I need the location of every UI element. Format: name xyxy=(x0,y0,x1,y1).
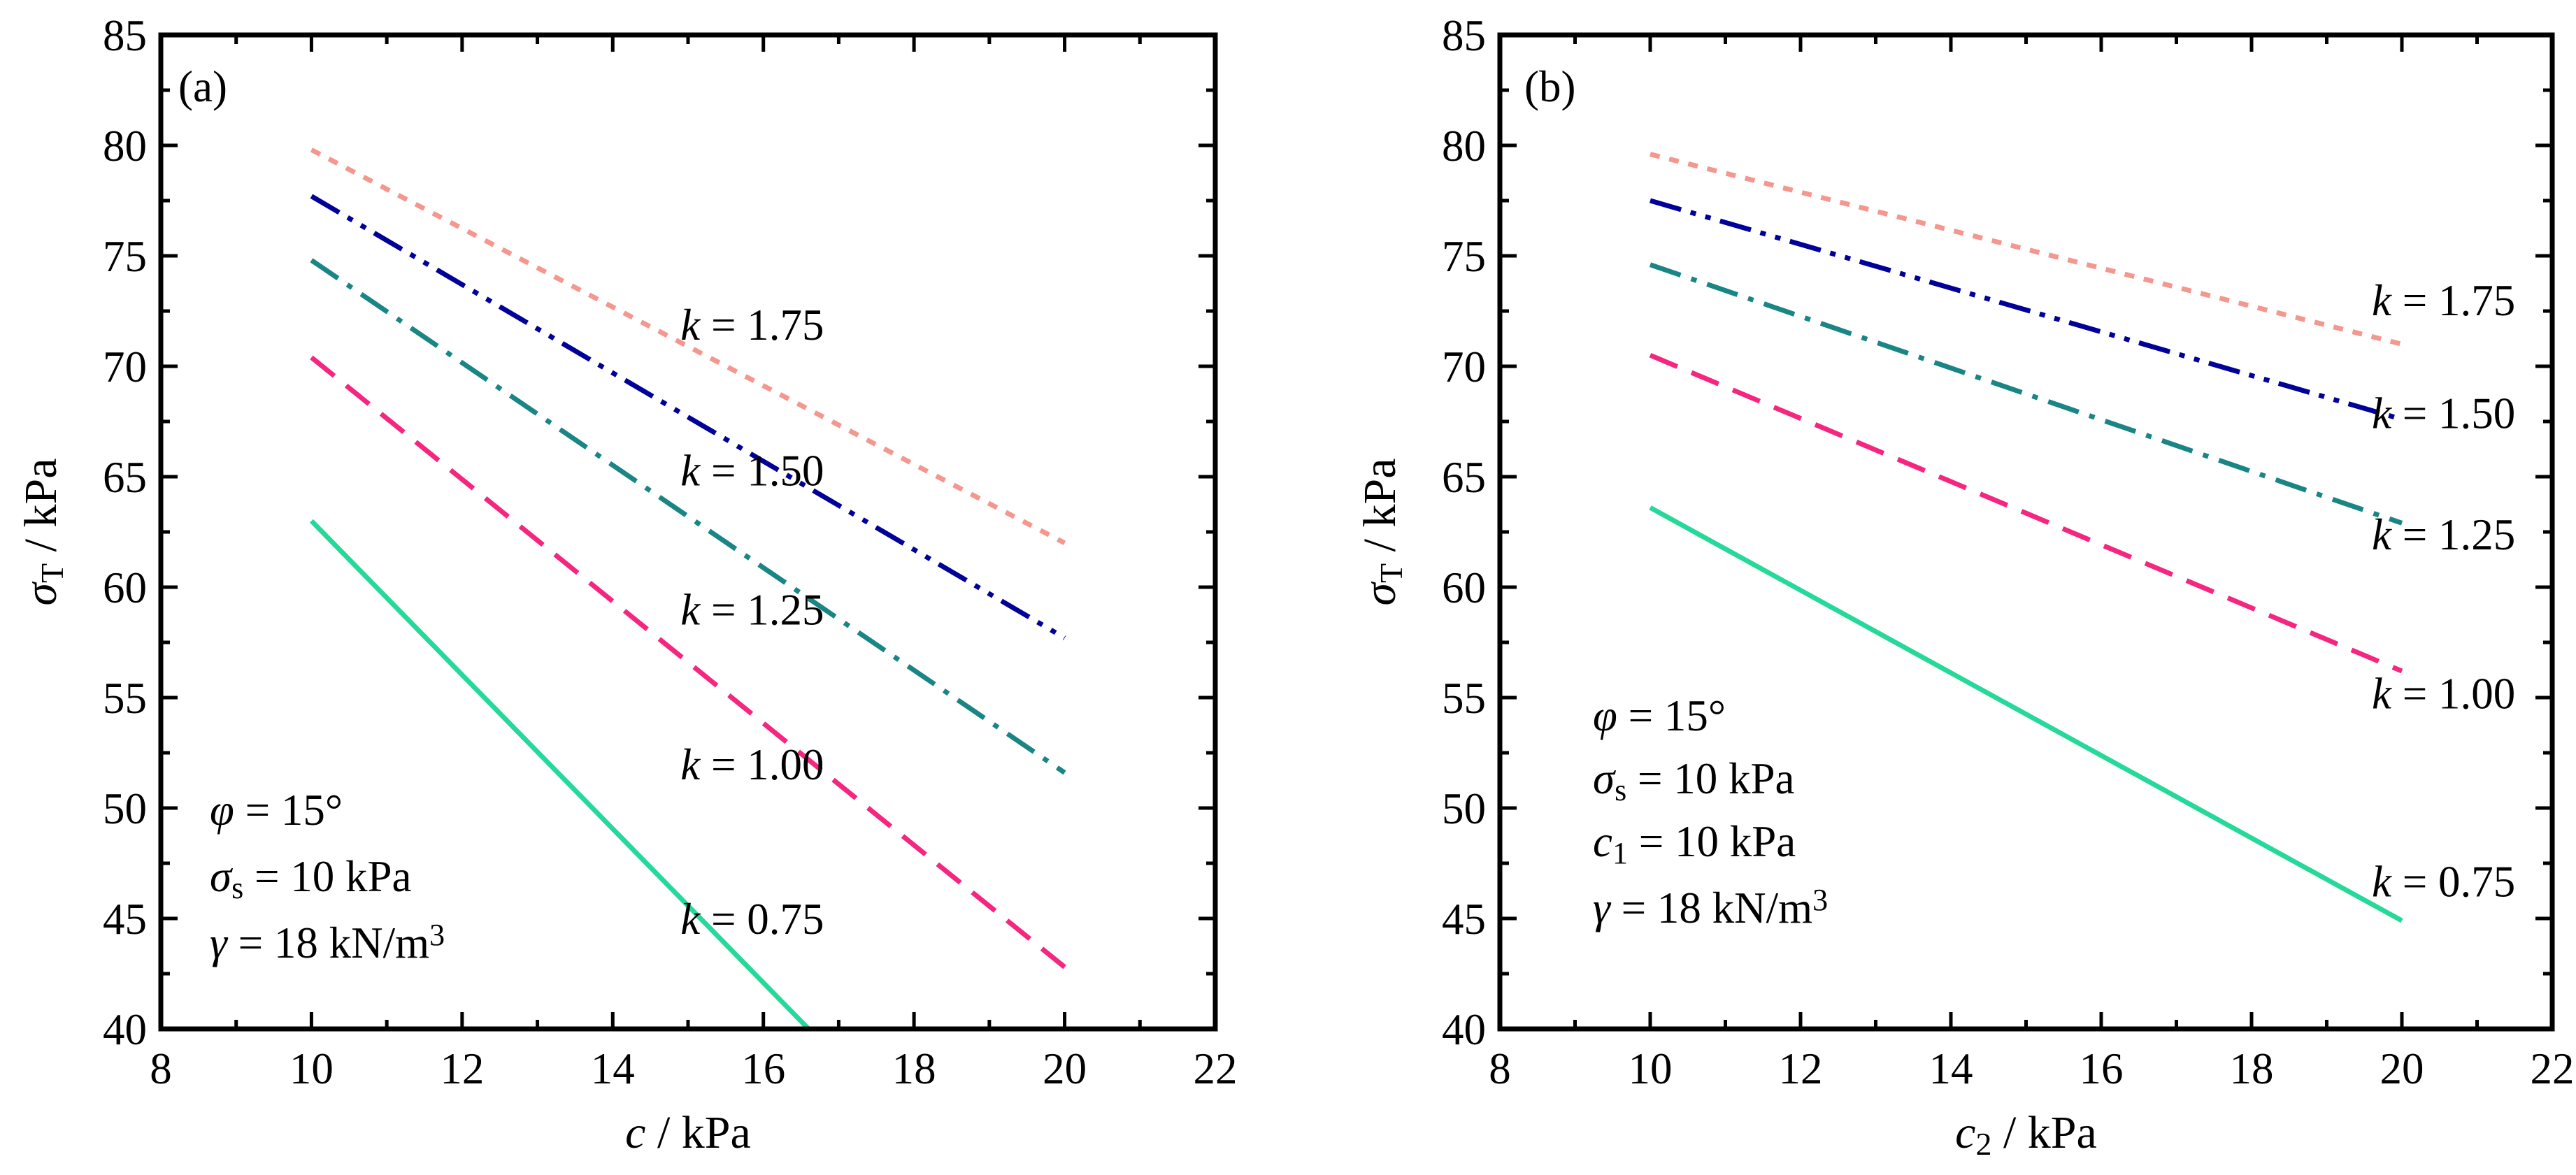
k-label-150: k = 1.50 xyxy=(2372,389,2515,438)
panel-tag: (b) xyxy=(1524,62,1575,111)
x-tick-label: 8 xyxy=(150,1044,172,1093)
panel-b: 8 10 12 14 16 18 20 22 40 45 50 55 60 65 70 75 80 85 c2 / … xyxy=(1354,11,2575,1162)
y-tick-label: 85 xyxy=(1442,11,1486,60)
k-label-150: k = 1.50 xyxy=(680,447,824,496)
x-tick-label: 16 xyxy=(741,1044,785,1093)
y-tick-label: 55 xyxy=(103,674,147,723)
series-line-175 xyxy=(1650,152,2403,347)
series-line-175 xyxy=(310,147,1066,545)
x-tick-label: 18 xyxy=(2230,1044,2274,1093)
parameter-annotation: γ = 18 kN/m3 xyxy=(1593,883,1828,932)
x-tick-label: 14 xyxy=(591,1044,635,1093)
y-tick-label: 60 xyxy=(1442,563,1486,612)
series-group xyxy=(1649,152,2403,923)
y-tick-label: 50 xyxy=(1442,784,1486,833)
k-label-100: k = 1.00 xyxy=(680,740,824,789)
x-tick-label: 20 xyxy=(1043,1044,1087,1093)
y-tick-label: 70 xyxy=(103,343,147,391)
x-tick-label: 22 xyxy=(1194,1044,1238,1093)
series-line-150 xyxy=(1650,198,2403,422)
x-tick-label: 16 xyxy=(2080,1044,2124,1093)
y-tick-label: 60 xyxy=(103,563,147,612)
y-tick-label: 80 xyxy=(103,122,147,171)
k-label-075: k = 0.75 xyxy=(680,895,824,944)
y-tick-label: 45 xyxy=(103,895,147,944)
series-line-100 xyxy=(1649,352,2403,674)
series-line-125 xyxy=(310,258,1066,775)
x-tick-label: 18 xyxy=(892,1044,936,1093)
k-label-100: k = 1.00 xyxy=(2372,670,2515,719)
y-tick-label: 80 xyxy=(1442,122,1486,171)
x-axis-label: c / kPa xyxy=(625,1107,751,1158)
y-tick-label: 75 xyxy=(1442,232,1486,281)
series-line-075 xyxy=(1649,505,2403,923)
panel-a: 8 10 12 14 16 18 20 22 40 45 50 55 60 65 70 75 80 85 c / k… xyxy=(15,11,1238,1158)
y-tick-label: 85 xyxy=(103,11,147,60)
y-tick-label: 50 xyxy=(103,784,147,833)
x-tick-label: 10 xyxy=(1629,1044,1673,1093)
x-tick-label: 12 xyxy=(440,1044,484,1093)
series-line-125 xyxy=(1649,262,2403,526)
series-line-150 xyxy=(310,194,1066,640)
y-tick-label: 70 xyxy=(1442,343,1486,391)
x-tick-label: 14 xyxy=(1929,1044,1973,1093)
parameter-annotation: σs = 10 kPa xyxy=(210,852,412,905)
x-tick-label: 12 xyxy=(1779,1044,1823,1093)
parameter-annotation: c1 = 10 kPa xyxy=(1593,817,1796,870)
series-group xyxy=(309,147,1066,1029)
panel-tag: (a) xyxy=(178,62,227,111)
y-tick-label: 40 xyxy=(103,1005,147,1054)
k-label-125: k = 1.25 xyxy=(2372,510,2515,559)
x-axis-label: c2 / kPa xyxy=(1955,1107,2097,1162)
parameter-annotation: γ = 18 kN/m3 xyxy=(210,918,445,967)
y-axis-label: σT / kPa xyxy=(1354,458,1409,605)
k-label-175: k = 1.75 xyxy=(2372,276,2515,325)
y-tick-label: 75 xyxy=(103,232,147,281)
y-tick-label: 65 xyxy=(1442,453,1486,502)
y-tick-label: 40 xyxy=(1442,1005,1486,1054)
y-axis-label: σT / kPa xyxy=(15,458,70,605)
x-tick-label: 10 xyxy=(289,1044,334,1093)
parameter-annotation: φ = 15° xyxy=(210,786,343,835)
k-label-075: k = 0.75 xyxy=(2372,857,2515,906)
series-line-075 xyxy=(309,519,810,1029)
y-tick-label: 45 xyxy=(1442,895,1486,944)
x-tick-label: 8 xyxy=(1489,1044,1511,1093)
k-label-175: k = 1.75 xyxy=(680,301,824,349)
y-tick-label: 65 xyxy=(103,453,147,502)
x-tick-label: 22 xyxy=(2531,1044,2575,1093)
series-line-100 xyxy=(310,355,1066,969)
parameter-annotation: σs = 10 kPa xyxy=(1593,754,1795,807)
y-tick-label: 55 xyxy=(1442,674,1486,723)
x-tick-label: 20 xyxy=(2380,1044,2424,1093)
k-label-125: k = 1.25 xyxy=(680,586,824,635)
parameter-annotation: φ = 15° xyxy=(1593,691,1726,740)
